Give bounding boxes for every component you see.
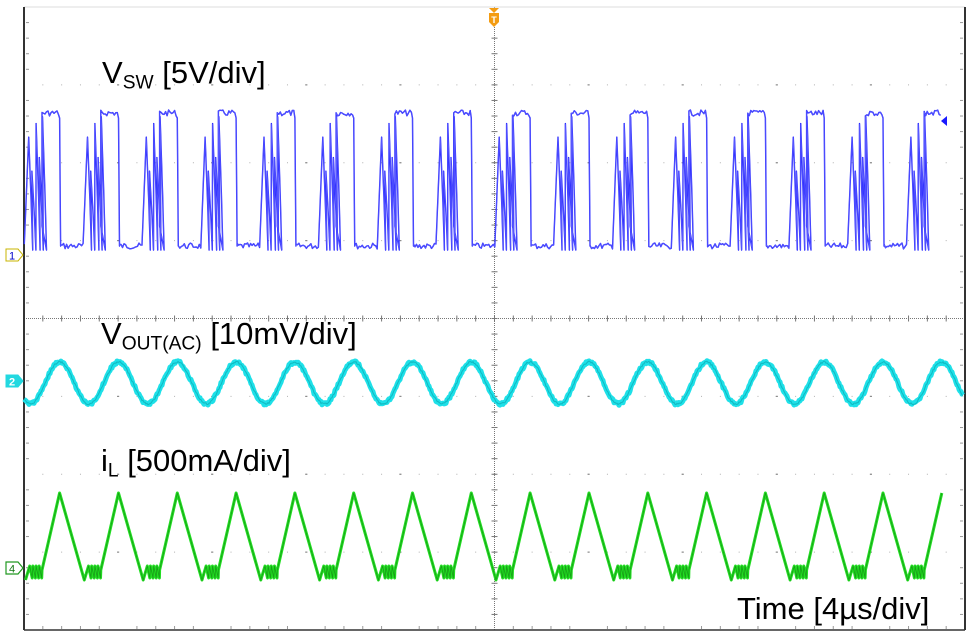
- vout-trace-core: [23, 360, 964, 406]
- vout-label-sub: OUT(AC): [121, 333, 202, 355]
- vsw-label-main: V: [102, 55, 123, 90]
- plot-frame: [23, 6, 966, 631]
- vout-trace: [22, 358, 965, 408]
- ch1-marker[interactable]: 1: [5, 248, 24, 263]
- vout-label-scale: [10mV/div]: [201, 316, 357, 351]
- grid: [23, 6, 966, 631]
- ch4-marker[interactable]: 4: [5, 561, 24, 576]
- trigger-arrow-icon: [489, 8, 499, 13]
- time-axis-label: Time [4µs/div]: [737, 591, 930, 626]
- vsw-label: VSW [5V/div]: [102, 57, 266, 93]
- il-trace-core: [25, 492, 943, 582]
- il-label-scale: [500mA/div]: [118, 443, 291, 478]
- il-label-sub: L: [107, 460, 119, 482]
- ch1-label: 1: [9, 251, 15, 263]
- vsw-label-scale: [5V/div]: [153, 55, 266, 90]
- trigger-badge-icon: [489, 13, 499, 27]
- vout-label-main: V: [101, 316, 122, 351]
- ch2-marker[interactable]: 2: [5, 374, 24, 389]
- il-label-main: i: [101, 443, 108, 478]
- il-label: iL [500mA/div]: [101, 445, 291, 481]
- trigger-label: T: [491, 15, 497, 25]
- vout-label: VOUT(AC) [10mV/div]: [101, 318, 357, 354]
- vsw-trace-halo: [23, 109, 941, 251]
- trigger-marker[interactable]: T: [489, 8, 499, 27]
- ch2-label: 2: [9, 377, 15, 389]
- vsw-label-sub: SW: [122, 72, 154, 94]
- ch1-level-arrow-icon: [941, 116, 947, 126]
- ch4-label: 4: [9, 564, 15, 576]
